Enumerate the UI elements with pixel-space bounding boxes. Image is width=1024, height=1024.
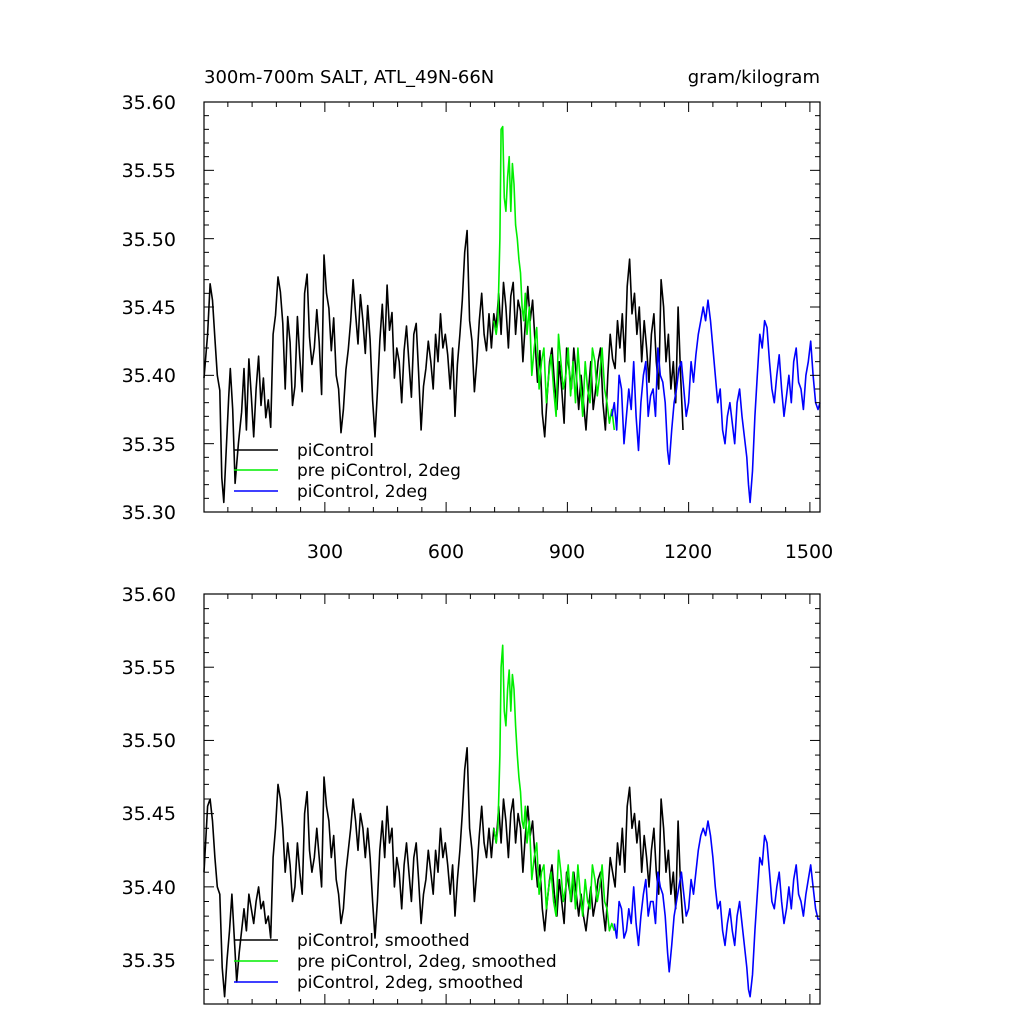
series-line-2	[611, 299, 821, 504]
top-panel: 300m-700m SALT, ATL_49N-66N gram/kilogra…	[122, 67, 834, 563]
bottom-y-tick-label: 35.40	[122, 877, 176, 899]
bottom-panel: 35.35 35.40 35.45 35.50 35.55 35.60 piCo…	[122, 584, 821, 1005]
top-series-lines	[203, 125, 821, 504]
bottom-ticks	[204, 593, 820, 1005]
top-legend-label: piControl, 2deg	[297, 482, 428, 502]
bottom-y-tick-label: 35.50	[122, 730, 176, 752]
bottom-legend-label: piControl, 2deg, smoothed	[297, 973, 523, 993]
top-y-tick-label: 35.55	[122, 160, 176, 182]
top-title-left: 300m-700m SALT, ATL_49N-66N	[204, 67, 494, 88]
bottom-series-lines	[203, 644, 820, 998]
top-y-tick-label: 35.30	[122, 502, 176, 524]
series-line-2	[613, 820, 820, 998]
top-x-tick-label: 600	[428, 541, 464, 563]
top-x-tick-label: 900	[549, 541, 585, 563]
bottom-y-tick-label: 35.35	[122, 950, 176, 972]
series-line-1	[493, 644, 616, 932]
top-y-tick-label: 35.60	[122, 92, 176, 114]
top-y-tick-label: 35.45	[122, 297, 176, 319]
top-legend-label: piControl	[297, 441, 374, 461]
top-title-right: gram/kilogram	[688, 67, 820, 88]
series-line-0	[203, 746, 684, 998]
top-legend-label: pre piControl, 2deg	[297, 461, 461, 481]
series-line-1	[493, 125, 616, 431]
bottom-legend-label: piControl, smoothed	[297, 931, 470, 951]
bottom-legend-label: pre piControl, 2deg, smoothed	[297, 952, 557, 972]
top-x-tick-label: 1200	[664, 541, 712, 563]
top-y-tick-labels: 35.30 35.35 35.40 35.45 35.50 35.55 35.6…	[122, 92, 176, 524]
bottom-y-tick-label: 35.60	[122, 584, 176, 606]
bottom-y-tick-labels: 35.35 35.40 35.45 35.50 35.55 35.60	[122, 584, 176, 972]
top-y-tick-label: 35.50	[122, 229, 176, 251]
top-y-tick-label: 35.40	[122, 365, 176, 387]
bottom-y-tick-label: 35.45	[122, 803, 176, 825]
bottom-legend: piControl, smoothed pre piControl, 2deg,…	[234, 931, 557, 993]
top-x-tick-labels: 300 600 900 1200 1500	[307, 541, 833, 563]
top-x-tick-label: 300	[307, 541, 343, 563]
series-line-0	[203, 229, 684, 504]
bottom-y-tick-label: 35.55	[122, 657, 176, 679]
top-y-tick-label: 35.35	[122, 434, 176, 456]
top-x-tick-label: 1500	[785, 541, 833, 563]
top-ticks	[204, 101, 820, 513]
top-legend: piControl pre piControl, 2deg piControl,…	[234, 441, 461, 502]
